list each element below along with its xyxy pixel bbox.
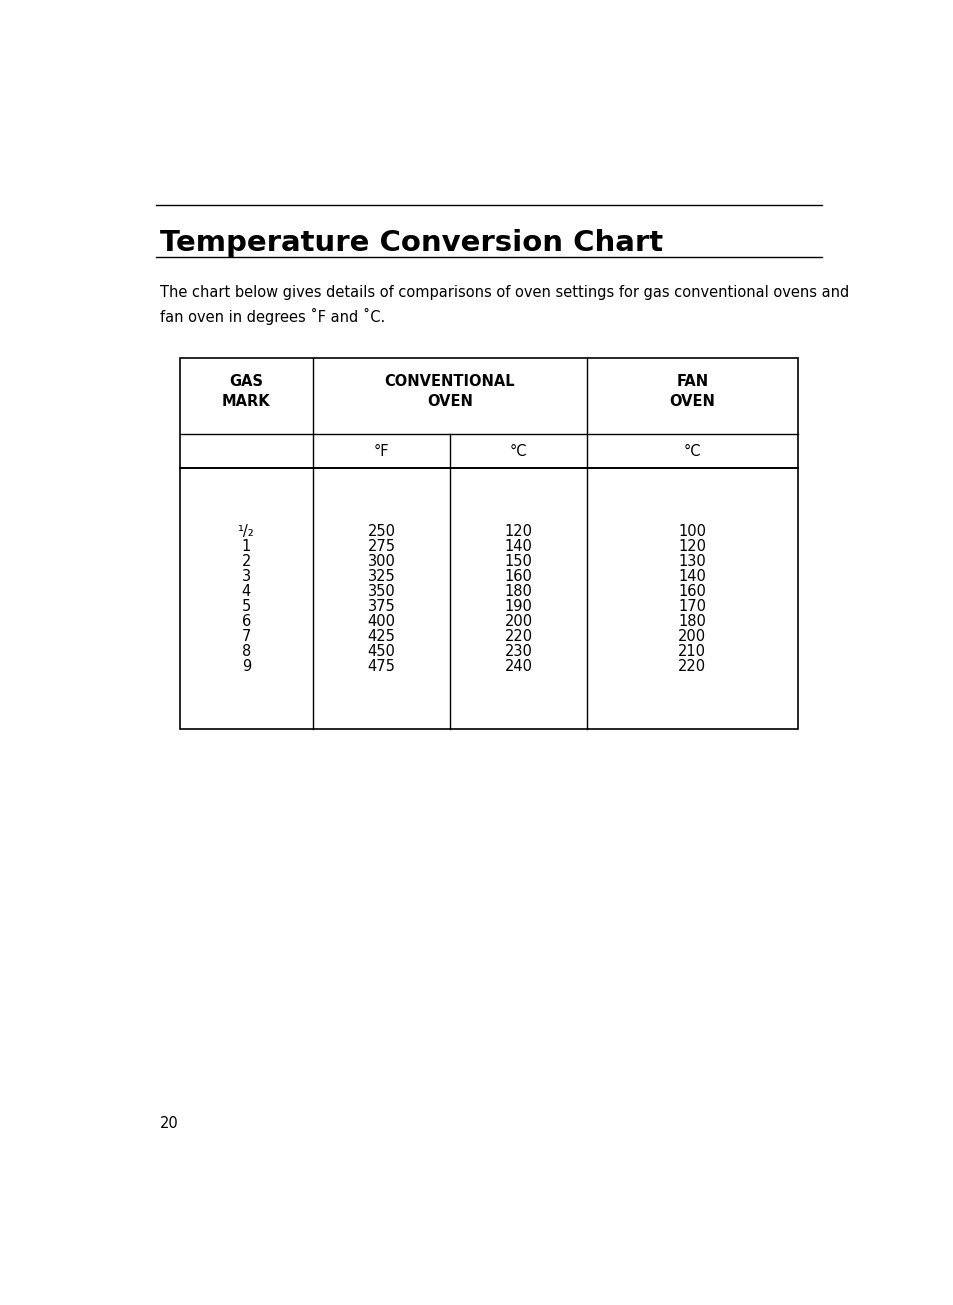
Text: FAN
OVEN: FAN OVEN	[669, 375, 715, 410]
Text: 220: 220	[678, 659, 705, 673]
Text: 425: 425	[368, 629, 395, 643]
Text: 120: 120	[678, 539, 705, 553]
Text: 160: 160	[504, 569, 532, 583]
Text: The chart below gives details of comparisons of oven settings for gas convention: The chart below gives details of compari…	[160, 286, 848, 325]
Text: 180: 180	[504, 583, 532, 599]
Text: 1: 1	[241, 539, 251, 553]
Text: 20: 20	[160, 1116, 178, 1131]
Bar	[180, 358, 797, 729]
Text: 475: 475	[368, 659, 395, 673]
Text: 350: 350	[368, 583, 395, 599]
Text: 200: 200	[504, 613, 532, 629]
Text: 140: 140	[678, 569, 705, 583]
Text: 275: 275	[367, 539, 395, 553]
Text: 150: 150	[504, 553, 532, 569]
Text: 300: 300	[368, 553, 395, 569]
Text: °C: °C	[509, 444, 527, 458]
Text: 8: 8	[241, 643, 251, 659]
Text: GAS
MARK: GAS MARK	[222, 375, 271, 410]
Text: 170: 170	[678, 599, 705, 613]
Text: 450: 450	[368, 643, 395, 659]
Text: 120: 120	[504, 523, 532, 539]
Text: 210: 210	[678, 643, 705, 659]
Text: 3: 3	[242, 569, 251, 583]
Text: 4: 4	[241, 583, 251, 599]
Text: 230: 230	[504, 643, 532, 659]
Text: 5: 5	[241, 599, 251, 613]
Text: 220: 220	[504, 629, 532, 643]
Text: 325: 325	[368, 569, 395, 583]
Text: °F: °F	[374, 444, 389, 458]
Text: °C: °C	[682, 444, 700, 458]
Text: 140: 140	[504, 539, 532, 553]
Text: ¹/₂: ¹/₂	[238, 523, 254, 539]
Text: 100: 100	[678, 523, 705, 539]
Text: 180: 180	[678, 613, 705, 629]
Text: 7: 7	[241, 629, 251, 643]
Text: Temperature Conversion Chart: Temperature Conversion Chart	[160, 228, 662, 257]
Text: 240: 240	[504, 659, 532, 673]
Text: 6: 6	[241, 613, 251, 629]
Text: CONVENTIONAL
OVEN: CONVENTIONAL OVEN	[384, 375, 515, 410]
Text: 375: 375	[368, 599, 395, 613]
Text: 9: 9	[241, 659, 251, 673]
Text: 200: 200	[678, 629, 705, 643]
Text: 2: 2	[241, 553, 251, 569]
Text: 190: 190	[504, 599, 532, 613]
Text: 130: 130	[678, 553, 705, 569]
Text: 250: 250	[367, 523, 395, 539]
Text: 160: 160	[678, 583, 705, 599]
Text: 400: 400	[367, 613, 395, 629]
